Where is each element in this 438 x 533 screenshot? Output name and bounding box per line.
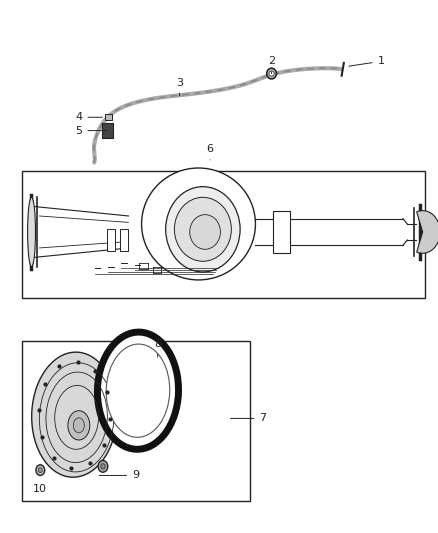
Wedge shape bbox=[417, 211, 438, 253]
Ellipse shape bbox=[98, 461, 108, 472]
Text: 1: 1 bbox=[349, 56, 385, 66]
Bar bbox=[273, 211, 290, 253]
Ellipse shape bbox=[106, 344, 170, 437]
Ellipse shape bbox=[39, 468, 42, 472]
Text: 5: 5 bbox=[75, 126, 107, 135]
Text: 10: 10 bbox=[32, 484, 46, 494]
Ellipse shape bbox=[141, 168, 255, 280]
Ellipse shape bbox=[101, 464, 105, 469]
Ellipse shape bbox=[267, 68, 276, 79]
Ellipse shape bbox=[68, 410, 90, 440]
Ellipse shape bbox=[32, 352, 117, 477]
FancyBboxPatch shape bbox=[120, 229, 128, 251]
Ellipse shape bbox=[74, 418, 84, 433]
Text: 8: 8 bbox=[154, 339, 161, 357]
FancyBboxPatch shape bbox=[102, 123, 113, 138]
Ellipse shape bbox=[97, 332, 179, 449]
Ellipse shape bbox=[36, 465, 45, 475]
Ellipse shape bbox=[190, 215, 220, 249]
FancyBboxPatch shape bbox=[106, 229, 115, 251]
Text: 9: 9 bbox=[99, 471, 139, 480]
Text: 2: 2 bbox=[268, 56, 275, 74]
Text: 7: 7 bbox=[230, 414, 266, 423]
Ellipse shape bbox=[28, 197, 35, 266]
Text: 6: 6 bbox=[207, 144, 214, 160]
Bar bbox=[22, 341, 250, 501]
Ellipse shape bbox=[166, 187, 240, 272]
Bar bbox=[22, 171, 425, 298]
Ellipse shape bbox=[269, 71, 274, 76]
Bar bbox=[105, 114, 112, 120]
Text: 4: 4 bbox=[75, 112, 102, 122]
Text: 3: 3 bbox=[176, 78, 183, 96]
Ellipse shape bbox=[174, 197, 231, 261]
